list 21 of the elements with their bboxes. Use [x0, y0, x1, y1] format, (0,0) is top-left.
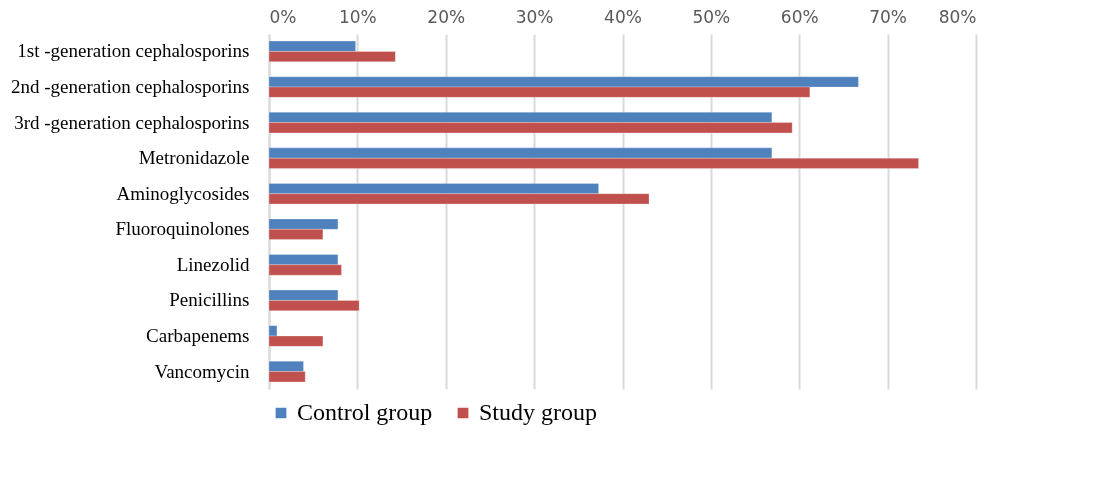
y-tick-label: Carbapenems [146, 325, 250, 346]
x-tick-label: 50% [692, 6, 731, 27]
y-tick-label: Linezolid [176, 253, 250, 275]
legend-label: Study group [479, 399, 598, 425]
y-tick-label: Fluoroquinolones [115, 218, 250, 240]
x-tick-label: 20% [427, 6, 466, 27]
x-tick-label: 60% [780, 6, 819, 27]
x-tick-label: 70% [869, 6, 908, 27]
x-tick-label: 10% [338, 6, 377, 27]
x-tick-label: 0% [269, 6, 297, 27]
y-tick-label: 2nd -generation cephalosporins [11, 76, 250, 97]
y-tick-label: 3rd -generation cephalosporins [14, 111, 250, 133]
y-tick-label: Metronidazole [138, 147, 250, 169]
y-tick-label: 1st -generation cephalosporins [17, 40, 250, 62]
x-tick-label: 30% [515, 6, 554, 27]
x-tick-label: 80% [938, 6, 977, 27]
y-tick-label: Aminoglycosides [116, 182, 250, 204]
y-tick-label: Penicillins [169, 289, 250, 311]
y-tick-label: Vancomycin [154, 360, 250, 382]
x-tick-label: 40% [604, 6, 642, 27]
legend-label: Control group [297, 399, 433, 425]
